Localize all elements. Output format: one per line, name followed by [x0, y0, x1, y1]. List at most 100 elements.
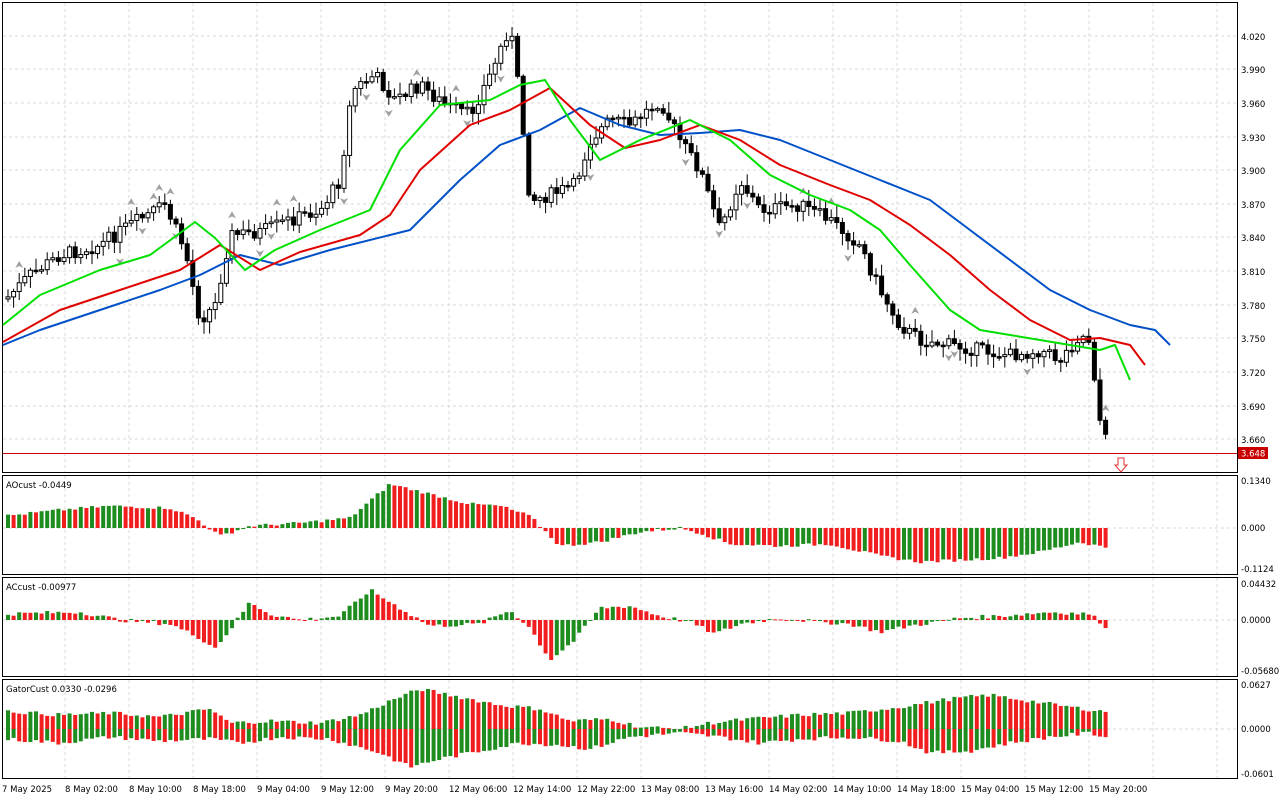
ac-bar: [258, 609, 262, 620]
candle-body: [487, 73, 493, 86]
gator-bar-upper: [958, 697, 962, 729]
gator-bar-lower: [857, 729, 862, 739]
gator-bar-upper: [274, 721, 279, 729]
gator-bar-lower: [594, 729, 598, 746]
candle-body: [621, 116, 627, 120]
ao-bar: [62, 510, 66, 528]
ao-bar: [280, 524, 285, 528]
gator-bar-upper: [353, 716, 358, 729]
ac-bar: [224, 620, 229, 636]
ac-bar: [487, 617, 492, 620]
gator-bar-upper: [571, 721, 576, 729]
candle-body: [946, 338, 952, 347]
gator-bar-lower: [258, 729, 262, 742]
gator-pane-label: GatorCust 0.0330 -0.0296: [6, 685, 117, 695]
candle-body: [951, 338, 957, 344]
ao-bar: [241, 528, 246, 529]
candle-body: [856, 244, 862, 247]
gator-bar-lower: [650, 729, 654, 735]
candle-body: [111, 231, 117, 243]
gator-bar-lower: [202, 729, 206, 740]
price-axis-label: 3.720: [1241, 369, 1265, 379]
gator-bar-upper: [857, 710, 862, 729]
price-axis-label: 3.990: [1241, 66, 1265, 76]
candle-body: [1069, 349, 1075, 353]
gator-bar-upper: [476, 702, 481, 729]
gator-bar-lower: [448, 729, 453, 757]
gator-pane[interactable]: [2, 679, 1238, 779]
gator-bar-lower: [879, 729, 884, 742]
gator-bar-lower: [560, 729, 565, 747]
candle-body: [800, 200, 806, 212]
candle-body: [5, 296, 11, 300]
candle-body: [89, 251, 95, 255]
ao-bar: [857, 528, 862, 552]
ac-axis-label: 0.04432: [1241, 580, 1276, 590]
candle-body: [240, 229, 246, 235]
gator-bar-lower: [717, 729, 722, 736]
main-chart-pane[interactable]: [2, 2, 1238, 473]
fractal-up-icon: [289, 194, 298, 202]
ac-bar: [526, 620, 531, 627]
ac-bar: [549, 620, 554, 661]
ac-bar: [106, 616, 111, 620]
gator-bar-lower: [946, 729, 951, 751]
candle-body: [1103, 419, 1109, 435]
ao-bar: [616, 528, 621, 538]
candle-body: [806, 200, 812, 207]
candle-body: [604, 117, 610, 128]
ao-bar: [946, 528, 951, 560]
price-axis-label: 3.690: [1241, 403, 1265, 413]
gator-bar-upper: [28, 711, 33, 729]
candle-body: [862, 244, 868, 255]
gator-bar-upper: [213, 712, 218, 729]
gator-bar-lower: [599, 729, 604, 747]
gator-bar-lower: [1075, 729, 1080, 736]
gator-bar-upper: [39, 714, 44, 729]
gator-bar-upper: [123, 714, 128, 729]
candle-body: [996, 356, 1002, 359]
candle-body: [1035, 353, 1041, 358]
gator-bar-lower: [868, 729, 873, 737]
gator-bar-lower: [1098, 729, 1102, 737]
ac-bar: [90, 616, 94, 620]
candle-body: [257, 228, 263, 239]
fractal-up-icon: [127, 198, 136, 206]
candle-body: [11, 290, 17, 298]
candle-body: [526, 133, 532, 196]
candle-body: [593, 137, 599, 145]
gator-bar-upper: [386, 700, 391, 729]
gator-bar-upper: [17, 713, 22, 729]
gator-bar-upper: [1036, 703, 1041, 729]
ao-pane[interactable]: [2, 475, 1238, 575]
gator-bar-upper: [963, 696, 968, 729]
gator-bar-lower: [56, 729, 61, 745]
gator-bar-lower: [1064, 729, 1069, 737]
candle-body: [1047, 349, 1053, 352]
ac-bar: [392, 604, 397, 620]
gator-bar-upper: [106, 714, 111, 729]
ao-bar: [846, 528, 850, 550]
candle-body: [100, 240, 106, 247]
ao-bar: [168, 509, 173, 528]
time-axis-label: 12 May 22:00: [577, 785, 635, 795]
ao-bar: [493, 505, 498, 528]
gator-bar-lower: [196, 729, 201, 739]
ao-bar: [896, 528, 901, 561]
gator-bar-lower: [151, 729, 156, 741]
candle-body: [537, 196, 543, 201]
gator-bar-lower: [930, 729, 934, 753]
gator-axis: 0.0627 0.0000 -0.0601: [1241, 681, 1274, 780]
ac-pane[interactable]: [2, 577, 1238, 677]
ao-bar: [370, 498, 374, 528]
gator-bar-upper: [560, 718, 565, 729]
gator-bar-lower: [655, 729, 660, 734]
ao-bar: [823, 528, 828, 546]
gator-bar-upper: [62, 714, 66, 729]
fractal-up-icon: [155, 184, 164, 192]
ac-bar: [381, 598, 386, 620]
gator-bar-upper: [582, 719, 587, 729]
ao-bar: [476, 504, 481, 528]
ao-bar: [470, 502, 475, 528]
